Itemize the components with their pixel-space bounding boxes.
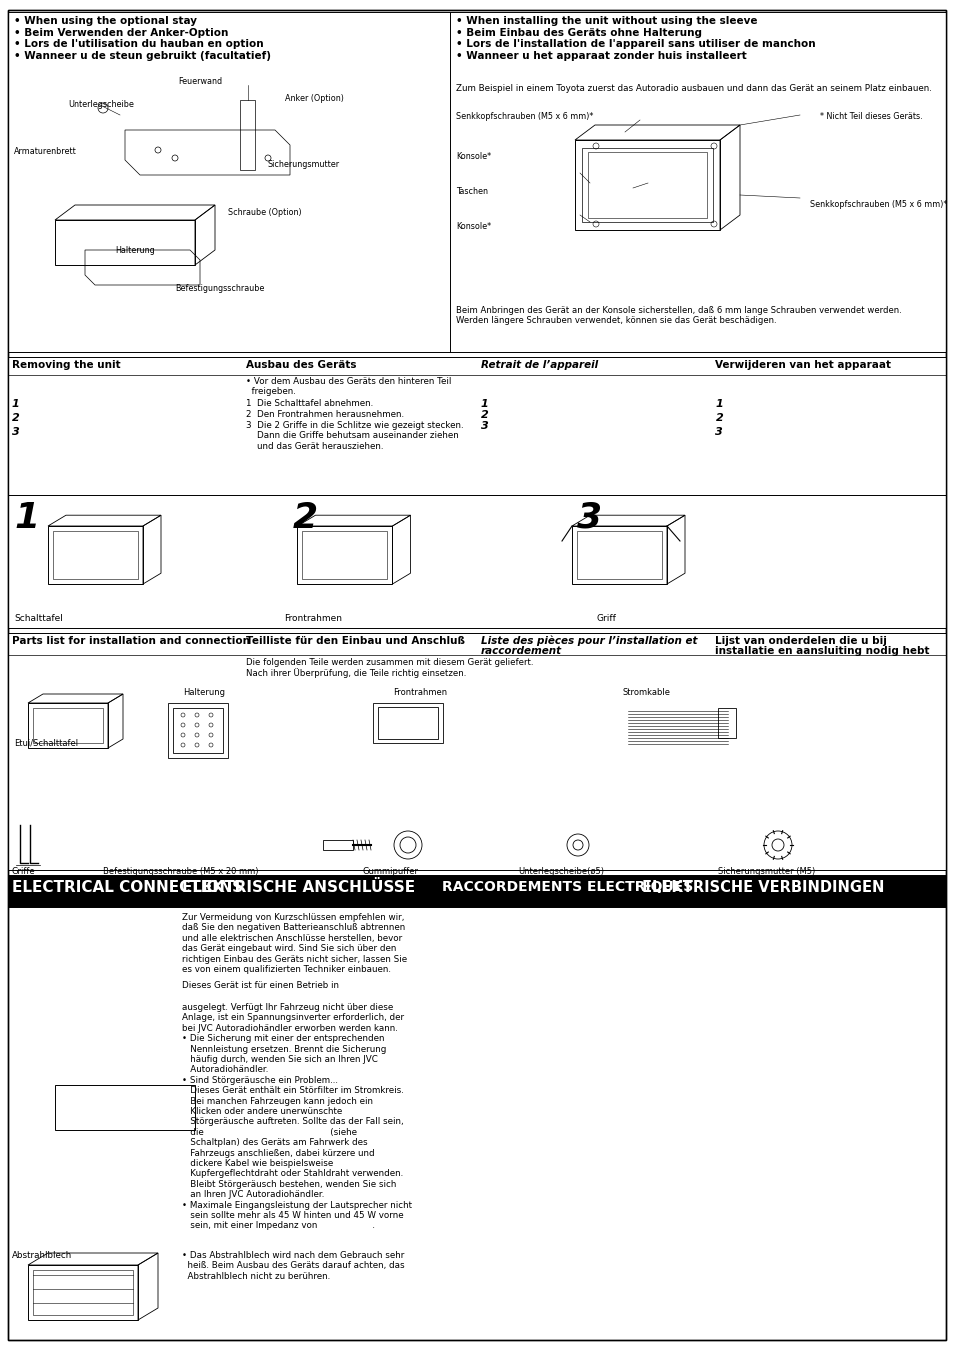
Text: 1  Die Schalttafel abnehmen.: 1 Die Schalttafel abnehmen. [246, 400, 374, 408]
Text: Dieses Gerät ist für einen Betrieb in: Dieses Gerät ist für einen Betrieb in [182, 981, 338, 990]
Text: Unterlegscheibe(ø5): Unterlegscheibe(ø5) [517, 867, 603, 876]
Text: ELEKTRISCHE VERBINDINGEN: ELEKTRISCHE VERBINDINGEN [641, 880, 883, 895]
Text: 2: 2 [480, 410, 488, 420]
Text: Zur Vermeidung von Kurzschlüssen empfehlen wir,
daß Sie den negativen Batteriean: Zur Vermeidung von Kurzschlüssen empfehl… [182, 913, 407, 973]
Text: Armaturenbrett: Armaturenbrett [14, 147, 76, 157]
Bar [8, 495, 945, 628]
Text: • When installing the unit without using the sleeve
• Beim Einbau des Geräts ohn: • When installing the unit without using… [456, 16, 815, 61]
Text: • When using the optional stay
• Beim Verwenden der Anker-Option
• Lors de l'uti: • When using the optional stay • Beim Ve… [14, 16, 271, 61]
Text: Etui/Schalttafel: Etui/Schalttafel [14, 738, 78, 747]
Text: Senkkopfschrauben (M5 x 6 mm)*: Senkkopfschrauben (M5 x 6 mm)* [456, 112, 593, 122]
Text: • Das Abstrahlblech wird nach dem Gebrauch sehr
  heiß. Beim Ausbau des Geräts d: • Das Abstrahlblech wird nach dem Gebrau… [182, 1251, 404, 1281]
Bar [8, 875, 945, 907]
Text: Befestigungsschraube (M5 x 20 mm): Befestigungsschraube (M5 x 20 mm) [103, 867, 258, 876]
Text: Verwijderen van het apparaat: Verwijderen van het apparaat [715, 360, 890, 370]
Text: Senkkopfschrauben (M5 x 6 mm)*: Senkkopfschrauben (M5 x 6 mm)* [809, 200, 946, 209]
Bar [172, 707, 223, 753]
Bar [8, 356, 945, 495]
Text: Zum Beispiel in einem Toyota zuerst das Autoradio ausbauen und dann das Gerät an: Zum Beispiel in einem Toyota zuerst das … [456, 84, 931, 93]
Text: Abstrahlblech: Abstrahlblech [12, 1251, 72, 1260]
Text: Frontrahmen: Frontrahmen [284, 614, 342, 622]
Text: Konsole*: Konsole* [456, 153, 491, 161]
Text: Schalttafel: Schalttafel [14, 614, 63, 622]
Text: Halterung: Halterung [115, 246, 154, 255]
Text: Lijst van onderdelen die u bij: Lijst van onderdelen die u bij [715, 636, 886, 647]
Text: Die folgenden Teile werden zusammen mit diesem Gerät geliefert.
Nach ihrer Überp: Die folgenden Teile werden zusammen mit … [246, 657, 534, 679]
Text: Parts list for installation and connection: Parts list for installation and connecti… [12, 636, 250, 647]
Text: Befestigungsschraube: Befestigungsschraube [174, 284, 264, 293]
Text: Sicherungsmutter (M5): Sicherungsmutter (M5) [718, 867, 815, 876]
Text: Stromkable: Stromkable [622, 688, 670, 697]
Text: Removing the unit: Removing the unit [12, 360, 120, 370]
Text: 2: 2 [715, 413, 722, 423]
Text: installatie en aansluiting nodig hebt: installatie en aansluiting nodig hebt [715, 647, 929, 656]
Text: Frontrahmen: Frontrahmen [393, 688, 447, 697]
Text: 3: 3 [715, 427, 722, 437]
Text: Retrait de l’appareil: Retrait de l’appareil [480, 360, 598, 370]
Text: Schraube (Option): Schraube (Option) [228, 208, 301, 217]
Text: 2  Den Frontrahmen herausnehmen.: 2 Den Frontrahmen herausnehmen. [246, 410, 404, 418]
Bar [323, 840, 353, 850]
Text: 3: 3 [577, 501, 601, 535]
Text: 1: 1 [14, 501, 39, 535]
Text: 2: 2 [293, 501, 317, 535]
Text: ausgelegt. Verfügt Ihr Fahrzeug nicht über diese
Anlage, ist ein Spannungsinvert: ausgelegt. Verfügt Ihr Fahrzeug nicht üb… [182, 1003, 412, 1230]
Text: Taschen: Taschen [456, 188, 488, 196]
Text: Teilliste für den Einbau und Anschluß: Teilliste für den Einbau und Anschluß [246, 636, 465, 647]
Text: 2: 2 [12, 413, 20, 423]
Text: 1: 1 [480, 400, 488, 409]
Text: Anker (Option): Anker (Option) [285, 95, 343, 103]
Text: Sicherungsmutter: Sicherungsmutter [268, 161, 340, 169]
Text: RACCORDEMENTS ELECTRIQUES: RACCORDEMENTS ELECTRIQUES [441, 880, 693, 894]
Bar [168, 703, 228, 757]
Text: ELECTRICAL CONNECTIONS: ELECTRICAL CONNECTIONS [12, 880, 243, 895]
Bar [718, 707, 735, 738]
Text: 3: 3 [12, 427, 20, 437]
Text: Halterung: Halterung [183, 688, 225, 697]
Text: Ausbau des Geräts: Ausbau des Geräts [246, 360, 356, 370]
Text: Feuerwand: Feuerwand [178, 77, 222, 86]
Bar [8, 12, 945, 352]
Text: ELEKTRISCHE ANSCHLÜSSE: ELEKTRISCHE ANSCHLÜSSE [182, 880, 415, 895]
Text: 3  Die 2 Griffe in die Schlitze wie gezeigt stecken.
    Dann die Griffe behutsa: 3 Die 2 Griffe in die Schlitze wie gezei… [246, 421, 464, 451]
Bar [377, 707, 437, 738]
Bar [373, 703, 442, 742]
Text: Beim Anbringen des Gerät an der Konsole sicherstellen, daß 6 mm lange Schrauben : Beim Anbringen des Gerät an der Konsole … [456, 306, 901, 325]
Text: 3: 3 [480, 421, 488, 431]
Text: 1: 1 [715, 400, 722, 409]
Text: Gummipuffer: Gummipuffer [363, 867, 418, 876]
Text: • Vor dem Ausbau des Geräts den hinteren Teil
  freigeben.: • Vor dem Ausbau des Geräts den hinteren… [246, 377, 452, 397]
Text: Griff: Griff [597, 614, 617, 622]
Text: 1: 1 [12, 400, 20, 409]
Text: Konsole*: Konsole* [456, 221, 491, 231]
Text: Unterlegscheibe: Unterlegscheibe [68, 100, 133, 109]
Bar [8, 633, 945, 869]
Text: Liste des pièces pour l’installation et: Liste des pièces pour l’installation et [480, 636, 697, 647]
Text: raccordement: raccordement [480, 647, 561, 656]
Text: Griffe: Griffe [12, 867, 35, 876]
Text: * Nicht Teil dieses Geräts.: * Nicht Teil dieses Geräts. [820, 112, 922, 122]
